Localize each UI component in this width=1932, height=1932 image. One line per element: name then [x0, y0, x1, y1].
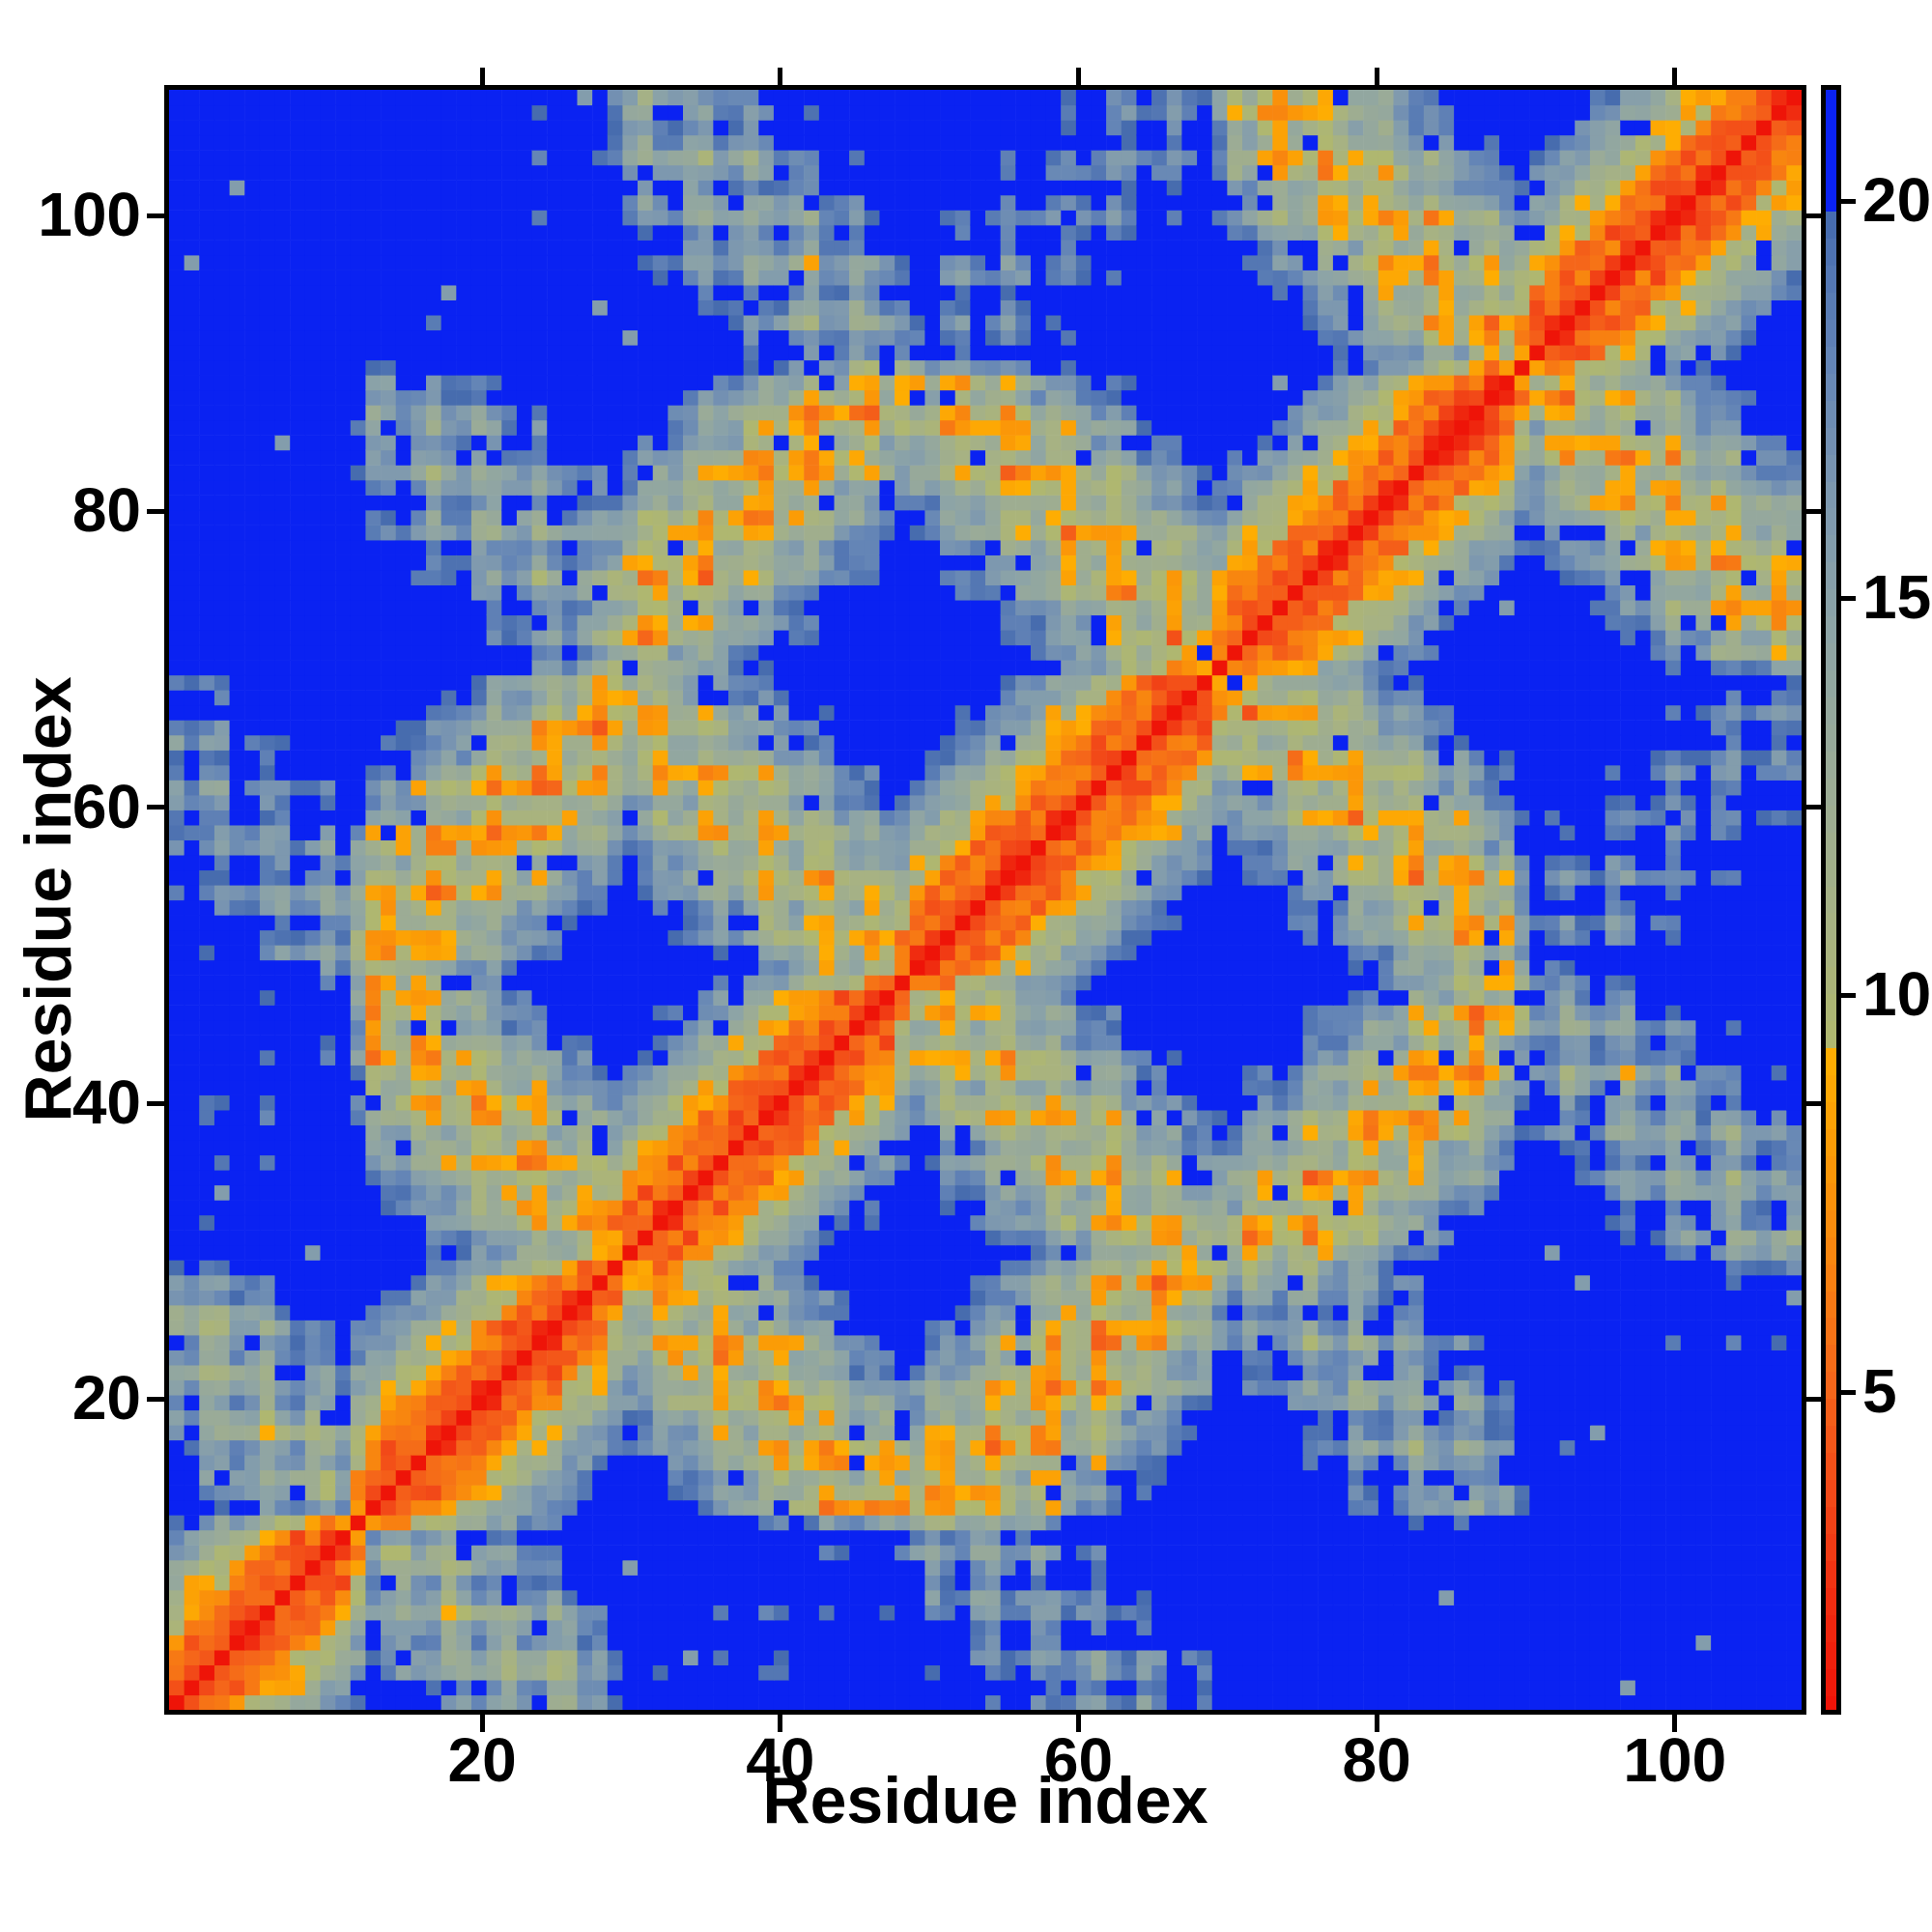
y-axis-title: Residue index — [12, 676, 85, 1122]
x-axis-title: Residue index — [762, 1764, 1208, 1837]
y-axis-tick-left-80 — [147, 508, 164, 514]
colorbar-tick-10 — [1841, 992, 1856, 998]
colorbar-tick-label-5: 5 — [1862, 1356, 1897, 1427]
x-axis-tick-top-80 — [1374, 68, 1379, 85]
y-axis-tick-right-100 — [1806, 213, 1824, 218]
y-tick-label-20: 20 — [71, 1363, 141, 1434]
colorbar-tick-20 — [1841, 198, 1856, 204]
x-tick-label-40: 40 — [746, 1725, 815, 1795]
y-tick-label-100: 100 — [38, 180, 141, 250]
x-axis-tick-top-40 — [778, 68, 783, 85]
y-axis-tick-right-20 — [1806, 1396, 1824, 1402]
residue-distance-heatmap — [169, 90, 1802, 1710]
y-tick-label-60: 60 — [71, 771, 141, 841]
colorbar-tick-label-20: 20 — [1862, 165, 1932, 236]
x-axis-tick-bottom-100 — [1672, 1715, 1678, 1732]
x-tick-label-100: 100 — [1623, 1725, 1727, 1795]
colorbar-frame — [1821, 85, 1841, 1715]
y-axis-tick-right-40 — [1806, 1100, 1824, 1106]
x-axis-tick-bottom-40 — [778, 1715, 783, 1732]
x-tick-label-20: 20 — [447, 1725, 517, 1795]
x-axis-tick-top-20 — [479, 68, 485, 85]
y-tick-label-40: 40 — [71, 1067, 141, 1138]
x-tick-label-60: 60 — [1043, 1725, 1114, 1795]
x-axis-tick-bottom-20 — [479, 1715, 485, 1732]
x-axis-tick-bottom-60 — [1075, 1715, 1081, 1732]
y-axis-tick-right-80 — [1806, 508, 1824, 514]
x-axis-tick-top-100 — [1672, 68, 1678, 85]
colorbar-tick-15 — [1841, 595, 1856, 601]
y-tick-label-80: 80 — [71, 475, 141, 546]
y-axis-tick-left-20 — [147, 1396, 164, 1402]
x-axis-tick-bottom-80 — [1374, 1715, 1379, 1732]
colorbar-tick-label-10: 10 — [1862, 959, 1932, 1030]
y-axis-tick-left-100 — [147, 213, 164, 218]
colorbar-tick-5 — [1841, 1389, 1856, 1395]
x-axis-tick-top-60 — [1075, 68, 1081, 85]
y-axis-tick-left-60 — [147, 805, 164, 810]
y-axis-tick-left-40 — [147, 1100, 164, 1106]
x-tick-label-80: 80 — [1342, 1725, 1411, 1795]
plot-frame — [164, 85, 1806, 1715]
colorbar-gradient — [1826, 90, 1836, 1710]
colorbar-tick-label-15: 15 — [1862, 562, 1932, 633]
y-axis-tick-right-60 — [1806, 805, 1824, 810]
